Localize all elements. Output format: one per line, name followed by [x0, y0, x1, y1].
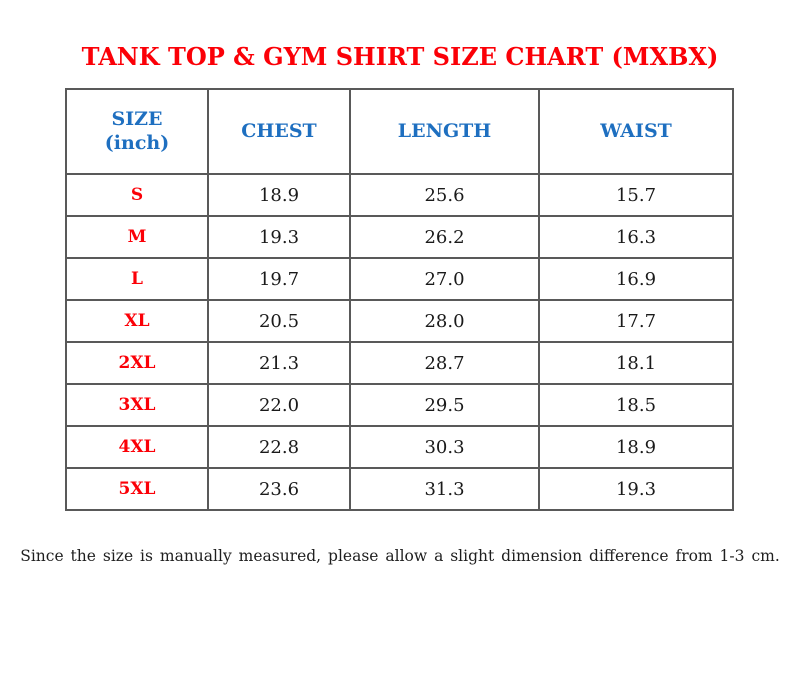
waist-cell: 15.7 [538, 173, 734, 217]
measurement-note: Since the size is manually measured, ple… [20, 547, 780, 565]
waist-cell: 18.9 [538, 425, 734, 469]
column-header-waist: WAIST [538, 88, 734, 175]
column-header-length: LENGTH [349, 88, 540, 175]
size-cell: M [65, 215, 209, 259]
length-cell: 30.3 [349, 425, 540, 469]
size-cell: 3XL [65, 383, 209, 427]
chest-cell: 18.9 [207, 173, 351, 217]
waist-cell: 19.3 [538, 467, 734, 511]
size-cell: XL [65, 299, 209, 343]
table-row: 5XL 23.6 31.3 19.3 [65, 467, 734, 511]
table-row: 3XL 22.0 29.5 18.5 [65, 383, 734, 427]
size-chart-table: SIZE (inch) CHEST LENGTH WAIST S 18.9 25… [65, 88, 734, 511]
length-cell: 29.5 [349, 383, 540, 427]
chest-cell: 22.8 [207, 425, 351, 469]
length-cell: 28.0 [349, 299, 540, 343]
waist-cell: 16.3 [538, 215, 734, 259]
column-header-size: SIZE (inch) [65, 88, 209, 175]
chest-cell: 23.6 [207, 467, 351, 511]
waist-cell: 17.7 [538, 299, 734, 343]
waist-cell: 16.9 [538, 257, 734, 301]
length-cell: 26.2 [349, 215, 540, 259]
column-header-chest: CHEST [207, 88, 351, 175]
length-cell: 28.7 [349, 341, 540, 385]
chest-cell: 19.7 [207, 257, 351, 301]
chest-cell: 21.3 [207, 341, 351, 385]
waist-cell: 18.5 [538, 383, 734, 427]
table-row: 2XL 21.3 28.7 18.1 [65, 341, 734, 385]
length-cell: 27.0 [349, 257, 540, 301]
length-cell: 25.6 [349, 173, 540, 217]
size-cell: S [65, 173, 209, 217]
page-title: TANK TOP & GYM SHIRT SIZE CHART (MXBX) [81, 42, 719, 71]
size-header-line2: (inch) [104, 131, 170, 154]
size-cell: 4XL [65, 425, 209, 469]
chest-cell: 20.5 [207, 299, 351, 343]
table-row: 4XL 22.8 30.3 18.9 [65, 425, 734, 469]
length-cell: 31.3 [349, 467, 540, 511]
table-header: SIZE (inch) CHEST LENGTH WAIST [65, 88, 734, 175]
size-chart-page: TANK TOP & GYM SHIRT SIZE CHART (MXBX) S… [0, 42, 800, 675]
header-row: SIZE (inch) CHEST LENGTH WAIST [65, 88, 734, 175]
table-row: M 19.3 26.2 16.3 [65, 215, 734, 259]
chest-cell: 19.3 [207, 215, 351, 259]
table-row: S 18.9 25.6 15.7 [65, 173, 734, 217]
chest-cell: 22.0 [207, 383, 351, 427]
size-cell: L [65, 257, 209, 301]
table-row: XL 20.5 28.0 17.7 [65, 299, 734, 343]
size-header-line1: SIZE [111, 107, 163, 130]
size-cell: 5XL [65, 467, 209, 511]
waist-cell: 18.1 [538, 341, 734, 385]
table-row: L 19.7 27.0 16.9 [65, 257, 734, 301]
table-body: S 18.9 25.6 15.7 M 19.3 26.2 16.3 L 19.7… [65, 173, 734, 511]
size-cell: 2XL [65, 341, 209, 385]
